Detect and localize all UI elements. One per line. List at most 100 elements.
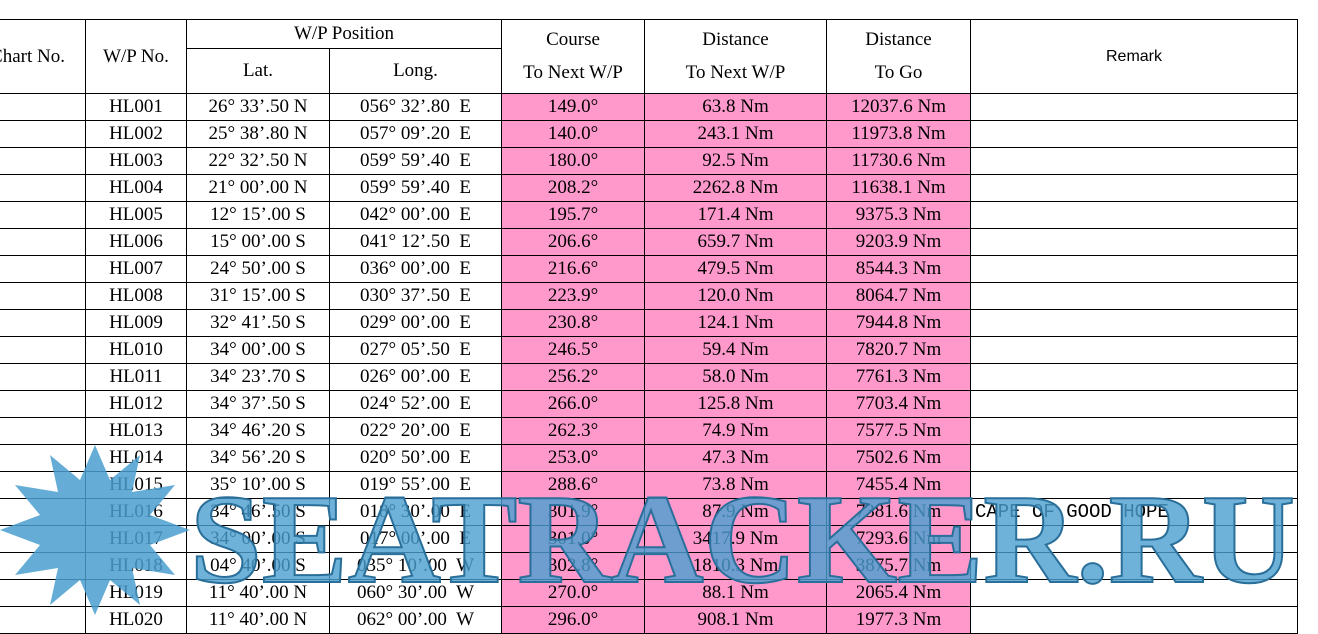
cell-lat: 11° 40’.00 N	[187, 580, 330, 607]
cell-lat: 15° 00’.00 S	[187, 229, 330, 256]
cell-remark: CAPE OF GOOD HOPE	[971, 499, 1298, 526]
cell-wp: HL004	[86, 175, 187, 202]
cell-to-go: 11730.6 Nm	[827, 148, 971, 175]
cell-remark	[971, 94, 1298, 121]
cell-lat: 34° 46’.50 S	[187, 499, 330, 526]
cell-course: 288.6°	[502, 472, 645, 499]
cell-lat: 31° 15’.00 S	[187, 283, 330, 310]
cell-to-go: 7944.8 Nm	[827, 310, 971, 337]
cell-remark	[971, 337, 1298, 364]
cell-remark	[971, 175, 1298, 202]
cell-long: 029° 00’.00 E	[330, 310, 502, 337]
cell-distance: 87.9 Nm	[645, 499, 827, 526]
cell-wp: HL001	[86, 94, 187, 121]
cell-course: 180.0°	[502, 148, 645, 175]
cell-to-go: 7820.7 Nm	[827, 337, 971, 364]
cell-distance: 58.0 Nm	[645, 364, 827, 391]
cell-long: 024° 52’.00 E	[330, 391, 502, 418]
cell-to-go: 7381.6 Nm	[827, 499, 971, 526]
cell-chart-no	[0, 148, 86, 175]
header-distance: Distance To Next W/P	[645, 20, 827, 94]
cell-course: 256.2°	[502, 364, 645, 391]
cell-distance: 47.3 Nm	[645, 445, 827, 472]
cell-remark	[971, 364, 1298, 391]
table-top-border	[0, 19, 1298, 20]
cell-wp: HL014	[86, 445, 187, 472]
cell-remark	[971, 256, 1298, 283]
cell-remark	[971, 607, 1298, 634]
cell-lat: 04° 40’.00 S	[187, 553, 330, 580]
cell-chart-no	[0, 526, 86, 553]
cell-course: 270.0°	[502, 580, 645, 607]
cell-lat: 34° 23’.70 S	[187, 364, 330, 391]
cell-lat: 35° 10’.00 S	[187, 472, 330, 499]
cell-long: 035° 10’.00 W	[330, 553, 502, 580]
cell-to-go: 1977.3 Nm	[827, 607, 971, 634]
header-line: To Next W/P	[523, 61, 623, 83]
header-wp-position: W/P Position	[187, 20, 502, 49]
cell-lat: 34° 00’.00 S	[187, 526, 330, 553]
cell-wp: HL011	[86, 364, 187, 391]
cell-long: 022° 20’.00 E	[330, 418, 502, 445]
cell-chart-no	[0, 499, 86, 526]
cell-wp: HL016	[86, 499, 187, 526]
cell-wp: HL009	[86, 310, 187, 337]
cell-remark	[971, 391, 1298, 418]
cell-distance: 88.1 Nm	[645, 580, 827, 607]
cell-chart-no	[0, 580, 86, 607]
cell-remark	[971, 445, 1298, 472]
cell-long: 020° 50’.00 E	[330, 445, 502, 472]
cell-to-go: 2065.4 Nm	[827, 580, 971, 607]
cell-lat: 34° 00’.00 S	[187, 337, 330, 364]
header-lat: Lat.	[187, 49, 330, 94]
cell-to-go: 8064.7 Nm	[827, 283, 971, 310]
cell-chart-no	[0, 229, 86, 256]
cell-distance: 63.8 Nm	[645, 94, 827, 121]
cell-lat: 32° 41’.50 S	[187, 310, 330, 337]
cell-long: 041° 12’.50 E	[330, 229, 502, 256]
cell-wp: HL012	[86, 391, 187, 418]
cell-wp: HL015	[86, 472, 187, 499]
cell-remark	[971, 580, 1298, 607]
cell-to-go: 7502.6 Nm	[827, 445, 971, 472]
cell-remark	[971, 229, 1298, 256]
cell-to-go: 7577.5 Nm	[827, 418, 971, 445]
cell-long: 036° 00’.00 E	[330, 256, 502, 283]
cell-lat: 34° 37’.50 S	[187, 391, 330, 418]
cell-long: 059° 59’.40 E	[330, 148, 502, 175]
cell-to-go: 12037.6 Nm	[827, 94, 971, 121]
cell-distance: 243.1 Nm	[645, 121, 827, 148]
cell-distance: 659.7 Nm	[645, 229, 827, 256]
cell-remark	[971, 121, 1298, 148]
cell-chart-no	[0, 175, 86, 202]
cell-remark	[971, 472, 1298, 499]
cell-course: 253.0°	[502, 445, 645, 472]
cell-to-go: 11638.1 Nm	[827, 175, 971, 202]
cell-wp: HL003	[86, 148, 187, 175]
cell-long: 030° 37’.50 E	[330, 283, 502, 310]
cell-to-go: 7455.4 Nm	[827, 472, 971, 499]
cell-course: 301.0°	[502, 526, 645, 553]
cell-chart-no	[0, 607, 86, 634]
cell-distance: 479.5 Nm	[645, 256, 827, 283]
cell-chart-no	[0, 364, 86, 391]
cell-course: 262.3°	[502, 418, 645, 445]
cell-lat: 22° 32’.50 N	[187, 148, 330, 175]
cell-wp: HL019	[86, 580, 187, 607]
cell-distance: 171.4 Nm	[645, 202, 827, 229]
cell-course: 223.9°	[502, 283, 645, 310]
cell-lat: 12° 15’.00 S	[187, 202, 330, 229]
header-distance-to-go: Distance To Go	[827, 20, 971, 94]
cell-distance: 120.0 Nm	[645, 283, 827, 310]
cell-remark	[971, 418, 1298, 445]
cell-distance: 2262.8 Nm	[645, 175, 827, 202]
cell-to-go: 9203.9 Nm	[827, 229, 971, 256]
cell-lat: 11° 40’.00 N	[187, 607, 330, 634]
cell-course: 149.0°	[502, 94, 645, 121]
cell-course: 301.9°	[502, 499, 645, 526]
cell-course: 296.0°	[502, 607, 645, 634]
cell-chart-no	[0, 94, 86, 121]
cell-to-go: 7293.6 Nm	[827, 526, 971, 553]
cell-distance: 73.8 Nm	[645, 472, 827, 499]
